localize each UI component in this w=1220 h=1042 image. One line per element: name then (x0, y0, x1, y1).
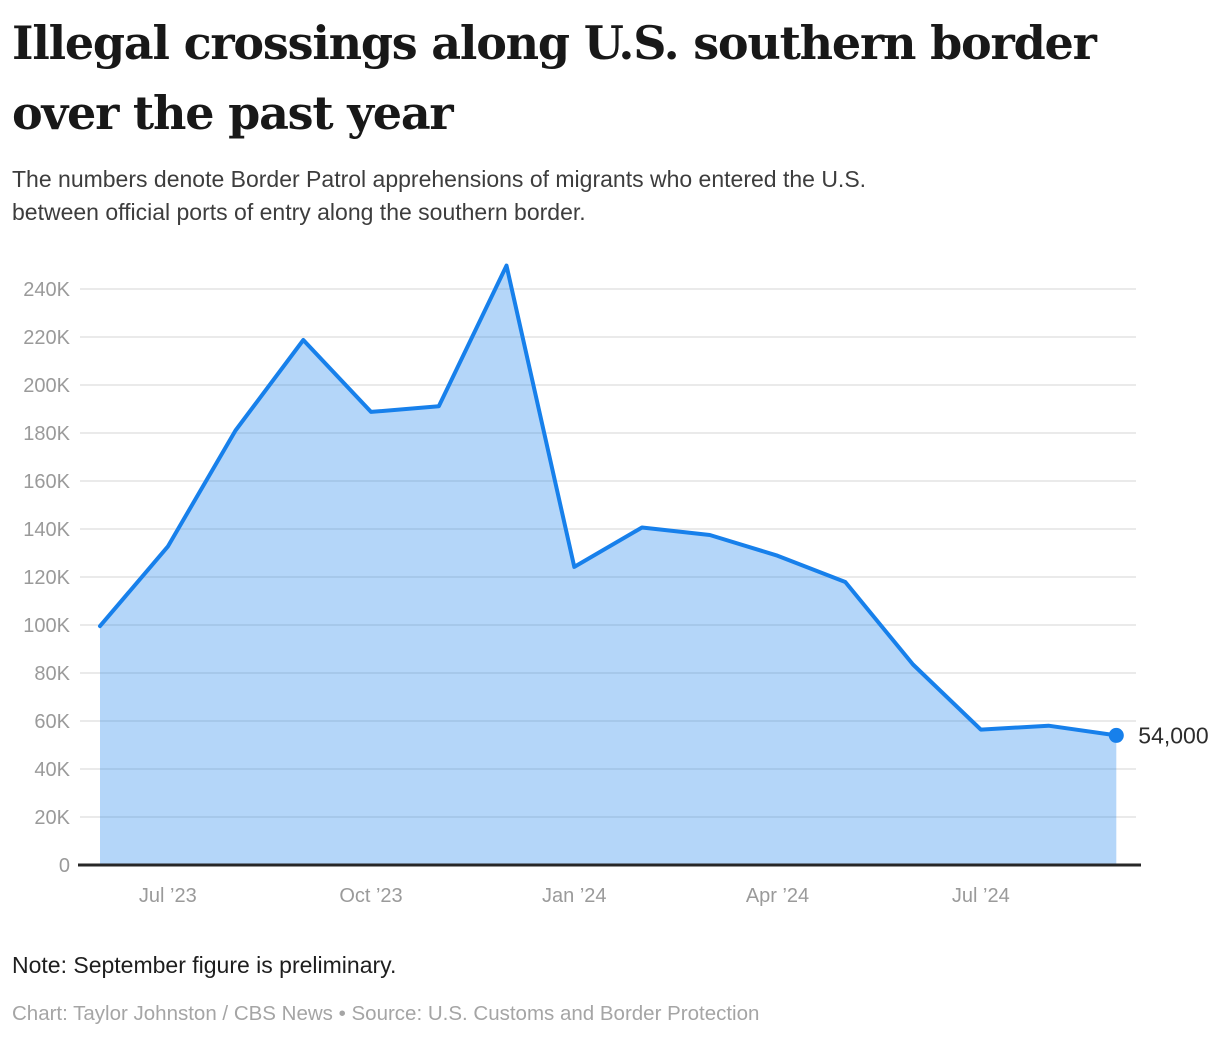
area-chart-svg: 0 20K 40K 60K 80K 100K 120K 140K 160K 180K 200K 220… (23, 263, 1209, 907)
svg-text:200K: 200K (23, 375, 70, 397)
svg-text:Apr ’24: Apr ’24 (746, 885, 809, 907)
svg-text:Jul ’24: Jul ’24 (952, 885, 1010, 907)
svg-text:0: 0 (59, 855, 70, 877)
svg-text:20K: 20K (34, 807, 70, 829)
y-axis-labels: 0 20K 40K 60K 80K 100K 120K 140K 160K 180K 200K 220… (23, 279, 70, 877)
svg-text:100K: 100K (23, 615, 70, 637)
chart-note: Note: September figure is preliminary. (12, 952, 397, 978)
svg-text:220K: 220K (23, 327, 70, 349)
area-fill (100, 265, 1117, 866)
svg-text:160K: 160K (23, 471, 70, 493)
latest-value-label: 54,000 (1138, 722, 1208, 748)
svg-text:80K: 80K (34, 663, 70, 685)
crossings-area-chart: 0 20K 40K 60K 80K 100K 120K 140K 160K 180K 200K 220… (0, 240, 1220, 940)
svg-text:180K: 180K (23, 423, 70, 445)
latest-point-dot (1108, 727, 1124, 743)
chart-subtitle: The numbers denote Border Patrol apprehe… (12, 163, 866, 229)
page-title: Illegal crossings along U.S. southern bo… (12, 8, 1097, 148)
svg-text:140K: 140K (23, 519, 70, 541)
x-axis-labels: Jul ’23 Oct ’23 Jan ’24 Apr ’24 Jul ’24 (139, 885, 1010, 907)
page-title-line-1: Illegal crossings along U.S. southern bo… (12, 16, 1097, 70)
svg-text:Oct ’23: Oct ’23 (339, 885, 402, 907)
svg-text:120K: 120K (23, 567, 70, 589)
svg-text:240K: 240K (23, 279, 70, 301)
svg-text:Jan ’24: Jan ’24 (542, 885, 607, 907)
svg-text:60K: 60K (34, 711, 70, 733)
chart-credit: Chart: Taylor Johnston / CBS News • Sour… (12, 1002, 760, 1025)
chart-subtitle-line-1: The numbers denote Border Patrol apprehe… (12, 166, 867, 192)
trend-line (98, 263, 1119, 738)
gridlines (80, 288, 1136, 818)
chart-subtitle-line-2: between official ports of entry along th… (12, 199, 586, 225)
page-title-line-2: over the past year (12, 86, 454, 140)
svg-text:Jul ’23: Jul ’23 (139, 885, 197, 907)
svg-text:40K: 40K (34, 759, 70, 781)
